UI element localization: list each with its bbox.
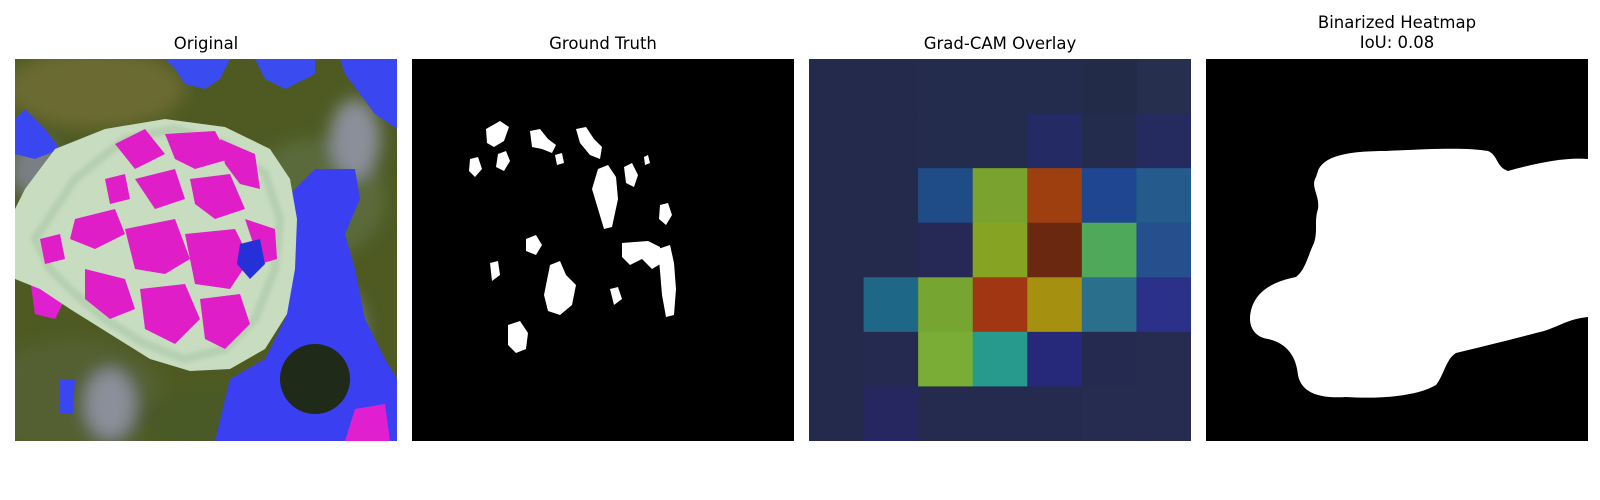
gradcam-cell [809,113,865,169]
gradcam-cell [863,386,919,441]
gradcam-cell [1027,222,1083,278]
gradcam-cell [1081,386,1137,441]
gradcam-cell [972,222,1028,278]
gradcam-cell [863,222,919,278]
gradcam-cell [809,168,865,224]
gradcam-cell [863,168,919,224]
gradcam-cell [918,113,974,169]
gradcam-cell [918,277,974,333]
gradcam-cell [918,59,974,115]
gradcam-cell [863,59,919,115]
gradcam-cell [972,331,1028,387]
gradcam-cell [809,222,865,278]
gradcam-cell [863,277,919,333]
gradcam-cell [972,113,1028,169]
gradcam-cell [1136,386,1191,441]
gradcam-cell [1081,331,1137,387]
gradcam-cell [1027,277,1083,333]
gradcam-cell [972,168,1028,224]
gradcam-cell [863,331,919,387]
gradcam-cell [1136,113,1191,169]
gradcam-cell [1081,113,1137,169]
gradcam-cell [1027,59,1083,115]
gradcam-title: Grad-CAM Overlay [923,34,1077,53]
ground-truth-mask [412,59,794,441]
gradcam-cell [918,331,974,387]
gradcam-cell [972,386,1028,441]
gradcam-cell [809,59,865,115]
gradcam-cell [1027,331,1083,387]
gradcam-cell [1081,59,1137,115]
gradcam-cell [1081,277,1137,333]
gradcam-cell [863,113,919,169]
gradcam-cell [1081,168,1137,224]
gradcam-cell [918,222,974,278]
binarized-title-line1: Binarized Heatmap [1317,13,1477,32]
gradcam-cell [1136,331,1191,387]
original-title: Original [173,34,239,53]
gradcam-cell [1027,113,1083,169]
gradcam-cell [1081,222,1137,278]
gradcam-cell [1136,168,1191,224]
gradcam-cell [918,168,974,224]
gradcam-cell [1136,277,1191,333]
gradcam-overlay [809,59,1191,441]
gradcam-cell [1027,386,1083,441]
binarized-title: Binarized Heatmap IoU: 0.08 [1206,13,1588,53]
gradcam-cell [809,386,865,441]
gradcam-cell [972,59,1028,115]
gradcam-cell [809,331,865,387]
gradcam-cell [1136,59,1191,115]
gradcam-cell [1027,168,1083,224]
binarized-heatmap [1206,59,1588,441]
gradcam-cell [809,277,865,333]
ground-truth-title: Ground Truth [549,34,657,53]
gradcam-cell [918,386,974,441]
original-image [15,59,397,441]
iou-label: IoU: 0.08 [1359,33,1435,52]
gradcam-cell [1136,222,1191,278]
gradcam-cell [972,277,1028,333]
